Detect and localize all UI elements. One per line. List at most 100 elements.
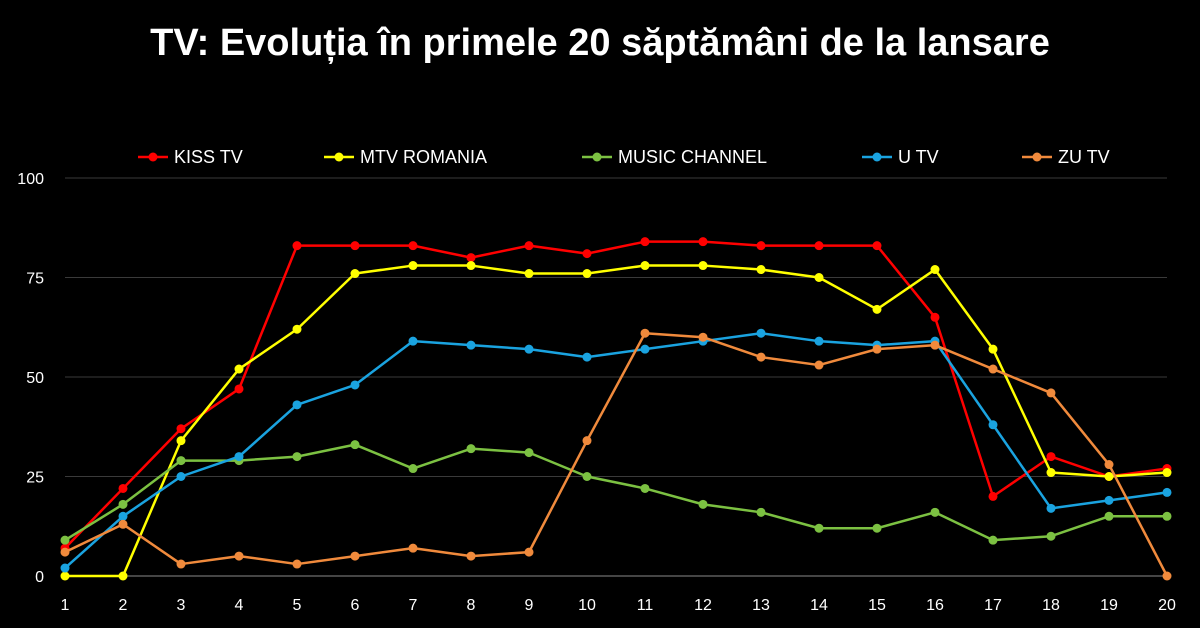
data-point	[176, 436, 186, 446]
data-point	[640, 328, 650, 338]
data-point	[466, 253, 476, 263]
legend-swatch-marker	[148, 152, 158, 162]
legend-item: KISS TV	[138, 147, 243, 167]
data-point	[1046, 531, 1056, 541]
data-point	[524, 448, 534, 458]
data-point	[582, 436, 592, 446]
data-point	[698, 261, 708, 271]
data-point	[350, 440, 360, 450]
data-point	[408, 464, 418, 474]
x-tick-label: 15	[868, 597, 886, 614]
data-point	[524, 344, 534, 354]
data-point	[234, 452, 244, 462]
data-point	[466, 444, 476, 454]
data-point	[1046, 452, 1056, 462]
y-tick-label: 100	[17, 171, 44, 188]
data-point	[118, 511, 128, 521]
data-point	[1104, 511, 1114, 521]
data-point	[1104, 472, 1114, 481]
series-zu-tv	[60, 328, 1172, 581]
y-tick-label: 25	[26, 470, 44, 487]
legend-swatch-marker	[1032, 152, 1042, 162]
x-tick-label: 9	[525, 597, 534, 614]
x-tick-label: 5	[293, 597, 302, 614]
series-u-tv	[60, 328, 1172, 573]
x-tick-label: 10	[578, 597, 596, 614]
x-tick-label: 6	[351, 597, 360, 614]
legend-swatch-marker	[872, 152, 882, 162]
data-point	[988, 344, 998, 354]
data-point	[930, 507, 940, 517]
data-point	[176, 424, 186, 434]
data-point	[1046, 388, 1056, 398]
data-point	[698, 332, 708, 342]
x-tick-label: 12	[694, 597, 712, 614]
series-line	[64, 240, 1168, 550]
chart-title: TV: Evoluția în primele 20 săptămâni de …	[150, 22, 1050, 64]
data-point	[292, 559, 302, 569]
data-point	[118, 571, 128, 581]
data-point	[988, 364, 998, 374]
data-point	[1162, 571, 1172, 581]
data-point	[524, 241, 534, 251]
data-point	[1104, 460, 1114, 470]
data-point	[872, 241, 882, 251]
series-line	[64, 331, 1169, 577]
series-group	[60, 237, 1172, 581]
y-tick-label: 0	[35, 569, 44, 586]
data-point	[524, 547, 534, 557]
series-line	[64, 331, 1168, 569]
data-point	[582, 352, 592, 362]
data-point	[350, 380, 360, 390]
data-point	[234, 551, 244, 561]
data-point	[408, 336, 418, 346]
data-point	[756, 352, 766, 362]
data-point	[930, 340, 940, 350]
data-point	[640, 261, 650, 271]
data-point	[814, 523, 824, 533]
data-point	[872, 304, 882, 314]
data-point	[60, 571, 70, 581]
data-point	[408, 241, 418, 251]
data-point	[930, 265, 940, 275]
legend-label: U TV	[898, 147, 939, 167]
data-point	[466, 340, 476, 350]
data-point	[872, 344, 882, 354]
legend-label: KISS TV	[174, 147, 243, 167]
x-tick-label: 13	[752, 597, 770, 614]
data-point	[408, 261, 418, 271]
data-point	[60, 547, 70, 557]
data-point	[350, 241, 360, 251]
data-point	[698, 499, 708, 509]
data-point	[1162, 468, 1172, 478]
data-point	[582, 472, 592, 481]
series-line	[65, 264, 1168, 578]
data-point	[1162, 487, 1172, 497]
data-point	[582, 269, 592, 279]
data-point	[814, 336, 824, 346]
legend-swatch-marker	[334, 152, 344, 162]
series-line	[64, 443, 1167, 542]
data-point	[640, 344, 650, 354]
x-tick-label: 18	[1042, 597, 1060, 614]
data-point	[350, 269, 360, 279]
data-point	[698, 237, 708, 247]
legend-swatch-marker	[592, 152, 602, 162]
legend-label: MTV ROMANIA	[360, 147, 487, 167]
data-point	[814, 273, 824, 282]
x-tick-label: 19	[1100, 597, 1118, 614]
series-music-channel	[60, 440, 1172, 545]
x-tick-label: 3	[177, 597, 186, 614]
data-point	[756, 241, 766, 251]
x-tick-label: 11	[637, 597, 654, 614]
data-point	[988, 535, 998, 545]
data-point	[640, 237, 650, 247]
x-tick-label: 17	[984, 597, 1002, 614]
data-point	[756, 507, 766, 517]
x-tick-label: 2	[119, 597, 128, 614]
x-tick-label: 4	[235, 597, 244, 614]
data-point	[118, 519, 128, 529]
legend-label: MUSIC CHANNEL	[618, 147, 767, 167]
data-point	[176, 456, 186, 466]
